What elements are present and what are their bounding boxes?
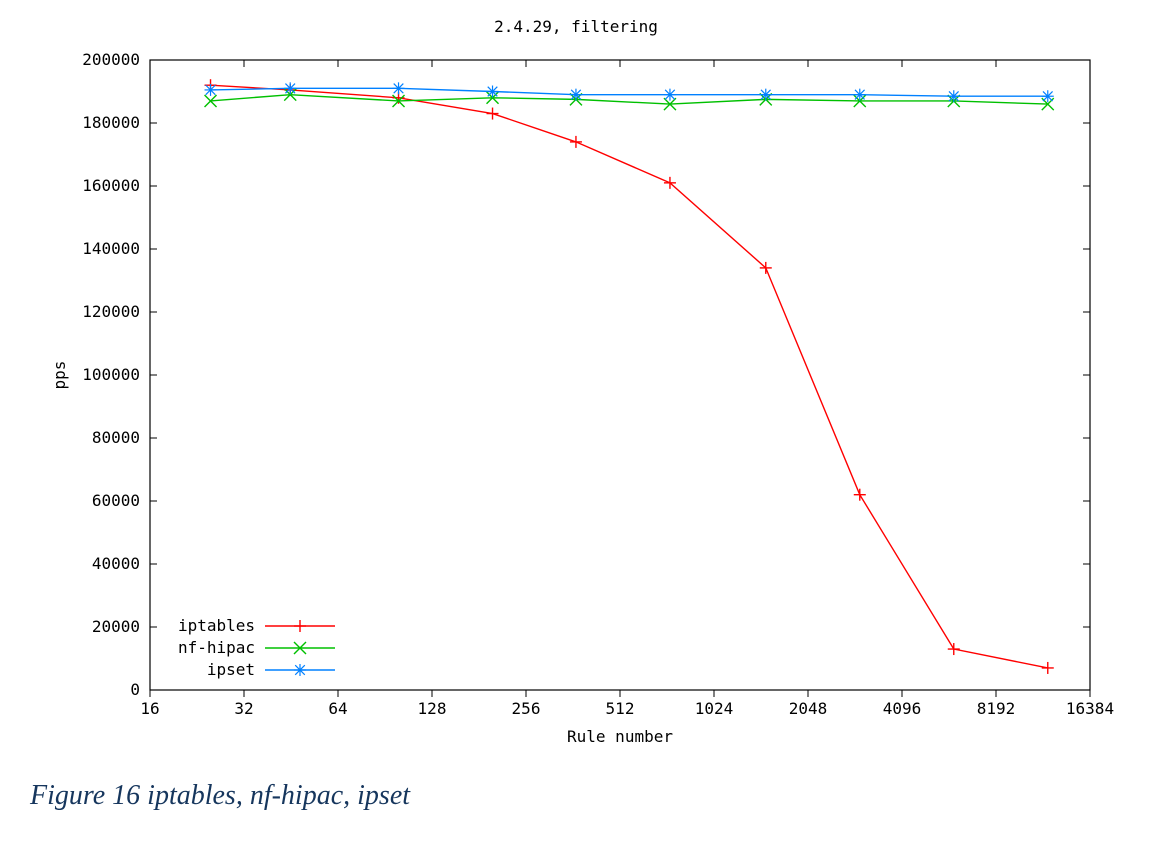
svg-text:80000: 80000 bbox=[92, 428, 140, 447]
svg-text:160000: 160000 bbox=[82, 176, 140, 195]
svg-text:2.4.29, filtering: 2.4.29, filtering bbox=[494, 17, 658, 36]
svg-text:64: 64 bbox=[328, 699, 347, 718]
svg-text:Rule number: Rule number bbox=[567, 727, 673, 746]
figure-caption: Figure 16 iptables, nf-hipac, ipset bbox=[30, 780, 410, 812]
svg-text:20000: 20000 bbox=[92, 617, 140, 636]
svg-text:nf-hipac: nf-hipac bbox=[178, 638, 255, 657]
svg-text:16384: 16384 bbox=[1066, 699, 1114, 718]
svg-text:pps: pps bbox=[50, 361, 69, 390]
svg-text:0: 0 bbox=[130, 680, 140, 699]
svg-text:16: 16 bbox=[140, 699, 159, 718]
svg-text:8192: 8192 bbox=[977, 699, 1016, 718]
svg-text:256: 256 bbox=[512, 699, 541, 718]
chart-svg: 2.4.29, filtering 16 32 64 128 256 512 1024 2048… bbox=[30, 10, 1122, 770]
svg-text:140000: 140000 bbox=[82, 239, 140, 258]
svg-text:180000: 180000 bbox=[82, 113, 140, 132]
svg-text:1024: 1024 bbox=[695, 699, 734, 718]
svg-text:32: 32 bbox=[234, 699, 253, 718]
svg-text:iptables: iptables bbox=[178, 616, 255, 635]
svg-text:2048: 2048 bbox=[789, 699, 828, 718]
svg-text:128: 128 bbox=[418, 699, 447, 718]
svg-text:200000: 200000 bbox=[82, 50, 140, 69]
filtering-chart: 2.4.29, filtering 16 32 64 128 256 512 1024 2048… bbox=[30, 10, 1122, 770]
svg-text:60000: 60000 bbox=[92, 491, 140, 510]
svg-text:4096: 4096 bbox=[883, 699, 922, 718]
svg-text:100000: 100000 bbox=[82, 365, 140, 384]
svg-text:512: 512 bbox=[606, 699, 635, 718]
svg-text:ipset: ipset bbox=[207, 660, 255, 679]
svg-text:120000: 120000 bbox=[82, 302, 140, 321]
svg-text:40000: 40000 bbox=[92, 554, 140, 573]
